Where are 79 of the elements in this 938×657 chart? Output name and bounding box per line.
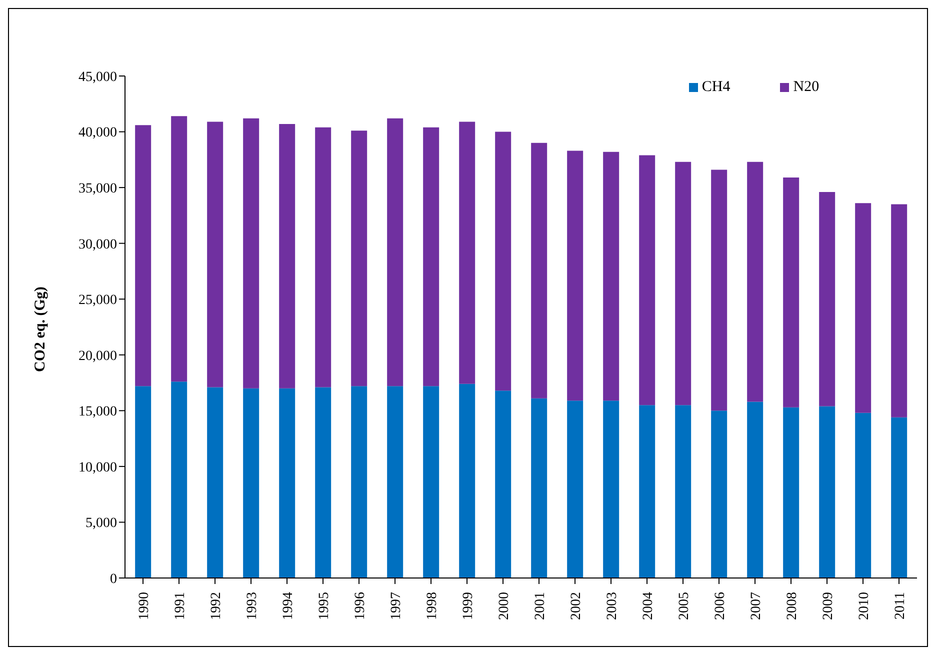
bar [891, 417, 908, 578]
x-tick-label: 1994 [281, 592, 296, 620]
bar [783, 178, 800, 408]
x-tick-label: 2003 [605, 592, 620, 620]
y-tick-label: 45,000 [78, 70, 117, 85]
bar [639, 155, 656, 406]
y-tick-label: 40,000 [78, 126, 117, 141]
bar [639, 405, 656, 578]
bar [387, 386, 404, 578]
y-tick-label: 5,000 [86, 516, 117, 532]
bar [531, 142, 548, 398]
bar [891, 204, 908, 418]
y-tick-label: 30,000 [78, 237, 117, 252]
x-tick-label: 1998 [425, 592, 440, 620]
x-tick-label: 1997 [389, 592, 404, 620]
bar [315, 387, 332, 578]
y-tick-label: 25,000 [78, 293, 117, 308]
x-tick-label: 2002 [569, 592, 584, 620]
bar [747, 162, 764, 402]
bar [279, 124, 296, 388]
bar [315, 127, 332, 388]
bar [603, 152, 620, 401]
x-tick-label: 2001 [533, 592, 548, 620]
y-tick-label: 15,000 [78, 404, 117, 420]
bar [819, 406, 836, 578]
x-tick-label: 2000 [497, 592, 512, 620]
bar [387, 118, 404, 386]
bar [351, 386, 368, 578]
x-tick-label: 2005 [677, 592, 692, 620]
bar [135, 125, 152, 386]
x-tick-label: 1991 [173, 592, 188, 620]
x-tick-label: 1996 [353, 592, 368, 620]
y-tick-label: 20,000 [78, 348, 117, 364]
bar [603, 400, 620, 578]
bar [459, 384, 476, 578]
x-tick-label: 2010 [857, 592, 872, 620]
bar [567, 400, 584, 578]
bar [567, 150, 584, 401]
y-tick-label: 0 [110, 572, 117, 587]
bar [855, 412, 872, 578]
bar [531, 398, 548, 578]
bar [459, 122, 476, 384]
bar [243, 388, 260, 578]
bar [855, 203, 872, 413]
x-tick-label: 1993 [245, 592, 260, 620]
bar [783, 407, 800, 578]
x-tick-label: 1992 [209, 592, 224, 620]
bar [675, 162, 692, 406]
bar [675, 405, 692, 578]
bar [711, 170, 728, 411]
bar [279, 388, 296, 578]
bar [207, 122, 224, 388]
x-tick-label: 2004 [641, 592, 656, 620]
y-tick-label: 10,000 [78, 460, 117, 476]
bar [747, 402, 764, 578]
bar [171, 382, 188, 578]
bar [495, 390, 512, 578]
bar [711, 410, 728, 578]
bar [135, 386, 152, 578]
bar [171, 116, 188, 382]
bar [423, 127, 440, 386]
x-tick-label: 1999 [461, 592, 476, 620]
bar [243, 118, 260, 388]
bar [423, 386, 440, 578]
bar [207, 387, 224, 578]
bar [351, 130, 368, 386]
bar [495, 132, 512, 391]
x-tick-label: 2009 [821, 592, 836, 620]
legend-label: N20 [793, 79, 820, 95]
x-tick-label: 2006 [713, 592, 728, 620]
x-tick-label: 1995 [317, 592, 332, 620]
x-tick-label: 2007 [749, 592, 764, 620]
x-tick-label: 2011 [893, 592, 908, 620]
bar [819, 192, 836, 406]
y-tick-label: 35,000 [78, 182, 117, 197]
legend-label: CH4 [702, 79, 730, 95]
y-axis-title: CO2 eq. (Gg) [32, 286, 48, 372]
x-tick-label: 2008 [785, 592, 800, 620]
x-tick-label: 1990 [137, 592, 152, 620]
